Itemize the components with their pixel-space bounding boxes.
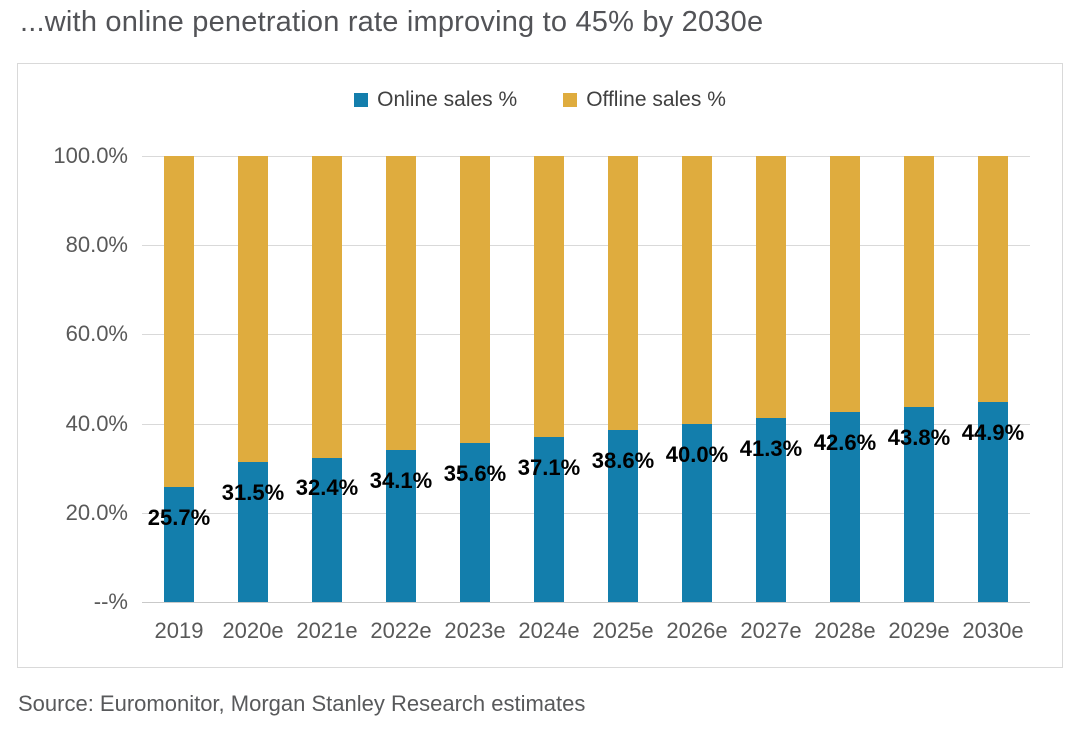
gridline [142,602,1030,603]
y-tick-label: 40.0% [65,410,128,436]
bar-segment-offline [386,156,416,450]
data-label: 41.3% [739,435,803,461]
data-label: 40.0% [665,441,729,467]
legend-label-online: Online sales % [377,88,518,111]
chart-panel: Online sales % Offline sales % 100.0% 80.… [17,63,1063,668]
bar-segment-online [164,487,194,602]
chart-title: ...with online penetration rate improvin… [20,6,764,38]
bar-segment-offline [756,156,786,418]
bar-segment-online [238,461,268,602]
bar-segment-online [534,436,564,602]
gridline [142,423,1030,425]
gridline [142,512,1030,514]
bar-segment-online [756,417,786,602]
gridline [142,156,1030,157]
x-tick-label: 2028e [814,618,876,643]
chart-legend: Online sales % Offline sales % [18,88,1062,112]
bar-segment-offline [164,156,194,488]
bar-segment-online [608,429,638,602]
y-tick-label: 60.0% [65,321,128,347]
data-label: 35.6% [443,461,507,487]
bar-segment-online [312,457,342,602]
data-label: 31.5% [221,479,285,505]
legend-item-online: Online sales % [354,88,517,112]
online-legend-swatch-icon [354,93,369,107]
x-tick-label: 2025e [592,618,654,643]
bar-segment-offline [830,156,860,413]
offline-legend-swatch-icon [563,93,578,107]
bar-segment-offline [608,156,638,430]
data-label: 38.6% [591,447,655,473]
y-tick-label: 20.0% [65,499,128,525]
bar-segment-offline [534,156,564,437]
x-tick-label: 2027e [740,618,802,643]
data-label: 37.1% [517,454,581,480]
bar-segment-offline [312,156,342,458]
gridline [142,245,1030,247]
bar-segment-online [460,443,490,602]
plot-area: 100.0% 80.0% 60.0% 40.0% 20.0% --% 25.7% 2019 31… [53,143,1030,643]
data-label: 43.8% [887,424,951,450]
x-tick-label: 2019 [154,618,204,643]
bar-segment-online [386,449,416,602]
y-tick-label: --% [93,589,128,614]
legend-item-offline: Offline sales % [563,88,726,112]
data-label: 42.6% [813,430,877,455]
y-tick-label: 100.0% [53,143,128,168]
x-tick-label: 2029e [888,618,950,643]
bar-segment-online [904,406,934,602]
bar-segment-online [978,401,1008,602]
bar-segment-offline [238,156,268,462]
x-tick-label: 2030e [962,618,1024,643]
data-label: 25.7% [147,505,211,531]
data-label: 44.9% [961,419,1025,445]
gridline [142,334,1030,336]
x-tick-label: 2024e [518,618,580,643]
x-tick-label: 2023e [444,618,506,643]
data-label: 32.4% [295,475,359,501]
x-tick-label: 2021e [296,618,358,643]
data-label: 34.1% [369,467,433,493]
x-tick-label: 2020e [222,618,284,643]
bar-segment-online [682,423,712,602]
x-tick-label: 2026e [666,618,728,643]
source-note: Source: Euromonitor, Morgan Stanley Rese… [18,691,586,716]
bar-segment-offline [682,156,712,424]
x-tick-label: 2022e [370,618,432,643]
bar-segment-offline [904,156,934,407]
legend-label-offline: Offline sales % [586,88,726,111]
bar-segment-online [830,412,860,602]
bar-segment-offline [978,156,1008,402]
y-tick-label: 80.0% [65,232,128,258]
bar-segment-offline [460,156,490,444]
